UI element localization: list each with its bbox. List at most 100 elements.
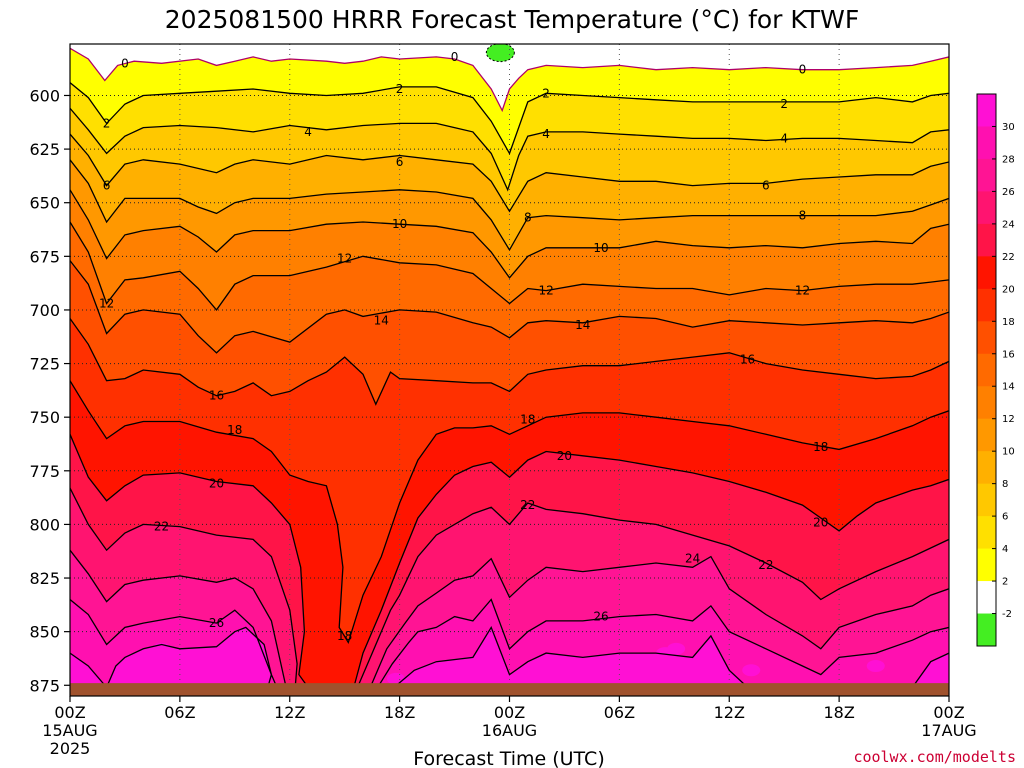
colorbar-segment: [977, 548, 996, 582]
contour-label-24: 24: [685, 552, 700, 566]
x-axis-title: Forecast Time (UTC): [413, 748, 604, 768]
y-tick-label: 600: [29, 86, 60, 105]
contour-label-12: 12: [99, 297, 114, 311]
contour-label-16: 16: [209, 389, 224, 403]
colorbar-segment: [977, 418, 996, 452]
warm-pocket-3: [742, 664, 761, 677]
isotherm-cold-pocket: [485, 44, 515, 63]
colorbar-label: 14: [1002, 382, 1015, 393]
y-axis-ticks: 600 625 650 675 700 725 750 775 800 825 850 875: [29, 86, 70, 695]
y-tick-label: 750: [29, 408, 60, 427]
isotherm-14: [70, 260, 949, 354]
colorbar-segment: [977, 191, 996, 225]
contour-label-12: 12: [795, 284, 810, 298]
colorbar-segment: [977, 613, 996, 647]
colorbar-segment: [977, 581, 996, 615]
colorbar-label: 4: [1002, 544, 1008, 555]
x-tick-label: 18Z: [823, 703, 854, 722]
contour-label-6: 6: [762, 179, 770, 193]
colorbar-segment: [977, 158, 996, 192]
colorbar-segment: [977, 256, 996, 290]
contour-label-14: 14: [374, 314, 389, 328]
x-tick-label: 12Z: [274, 703, 305, 722]
contour-label-8: 8: [524, 211, 532, 225]
y-tick-label: 700: [29, 301, 60, 320]
fill-band-above-28: [70, 627, 949, 696]
ground-layer: [70, 683, 949, 696]
contour-label-18: 18: [337, 629, 352, 643]
contour-label-6: 6: [396, 155, 404, 169]
colorbar-label: 18: [1002, 317, 1015, 328]
contour-label-4: 4: [780, 131, 788, 145]
isotherm-20: [70, 434, 949, 689]
contour-label-0: 0: [121, 56, 129, 70]
colorbar-label: 28: [1002, 154, 1015, 165]
x-tick-label: 18Z: [384, 703, 415, 722]
colorbar-label: 12: [1002, 414, 1015, 425]
colorbar-segment: [977, 483, 996, 517]
colorbar-label: 26: [1002, 187, 1015, 198]
colorbar-label: -2: [1002, 609, 1012, 620]
ground-fill: [70, 683, 949, 696]
colorbar-label: 16: [1002, 349, 1015, 360]
colorbar-segment: [977, 451, 996, 485]
colorbar-segment: [977, 386, 996, 420]
grid-lines: [70, 44, 949, 696]
contour-label-4: 4: [304, 125, 312, 139]
isotherm-0: [70, 47, 949, 113]
contour-label-0: 0: [799, 63, 807, 77]
x-tick-label: 06Z: [604, 703, 635, 722]
contour-label-26: 26: [593, 610, 608, 624]
colorbar-segment: [977, 94, 996, 127]
colorbar-segment: [977, 321, 996, 355]
y-tick-label: 850: [29, 623, 60, 642]
contour-label-22: 22: [520, 498, 535, 512]
contour-label-18: 18: [227, 423, 242, 437]
contour-label-6: 6: [103, 179, 111, 193]
credit-text: coolwx.com/modelts: [853, 748, 1016, 766]
colorbar-frame: [976, 93, 997, 647]
contour-label-22: 22: [758, 558, 773, 572]
x-tick-date: 15AUG: [42, 721, 97, 740]
contour-label-18: 18: [520, 412, 535, 426]
y-tick-label: 650: [29, 194, 60, 213]
contour-label-18: 18: [813, 440, 828, 454]
contour-label-2: 2: [542, 86, 550, 100]
contour-label-10: 10: [392, 217, 407, 231]
contour-label-2: 2: [780, 97, 788, 111]
colorbar-segment: [977, 223, 996, 257]
contour-label-2: 2: [396, 82, 404, 96]
contour-label-8: 8: [799, 209, 807, 223]
x-tick-label: 00Z: [933, 703, 964, 722]
isotherm-2: [70, 82, 949, 155]
plot-area: [70, 44, 949, 696]
cold-pocket-below-0: [486, 44, 515, 62]
y-tick-label: 875: [29, 676, 60, 695]
x-tick-label: 12Z: [714, 703, 745, 722]
warm-pocket-1: [386, 672, 405, 685]
isotherm-12: [70, 221, 949, 311]
colorbar-label: 8: [1002, 479, 1008, 490]
contour-label-12: 12: [538, 284, 553, 298]
contour-label-26: 26: [209, 616, 224, 630]
colorbar-segment: [977, 126, 996, 160]
isotherm-18: [70, 380, 949, 644]
y-tick-label: 800: [29, 515, 60, 534]
colorbar-label: 30: [1002, 122, 1015, 133]
contour-label-2: 2: [103, 116, 111, 130]
x-tick-date: 17AUG: [921, 721, 976, 740]
x-tick-label: 06Z: [164, 703, 195, 722]
y-tick-label: 675: [29, 247, 60, 266]
warm-pocket-6: [866, 659, 885, 672]
y-tick-label: 625: [29, 140, 60, 159]
y-tick-label: 825: [29, 569, 60, 588]
isotherm-28: [70, 625, 949, 689]
isotherm-24: [70, 549, 949, 689]
warm-pocket-5: [667, 642, 686, 655]
colorbar-segment: [977, 288, 996, 322]
colorbar-label: 10: [1002, 447, 1015, 458]
warm-pocket-2: [440, 672, 459, 685]
